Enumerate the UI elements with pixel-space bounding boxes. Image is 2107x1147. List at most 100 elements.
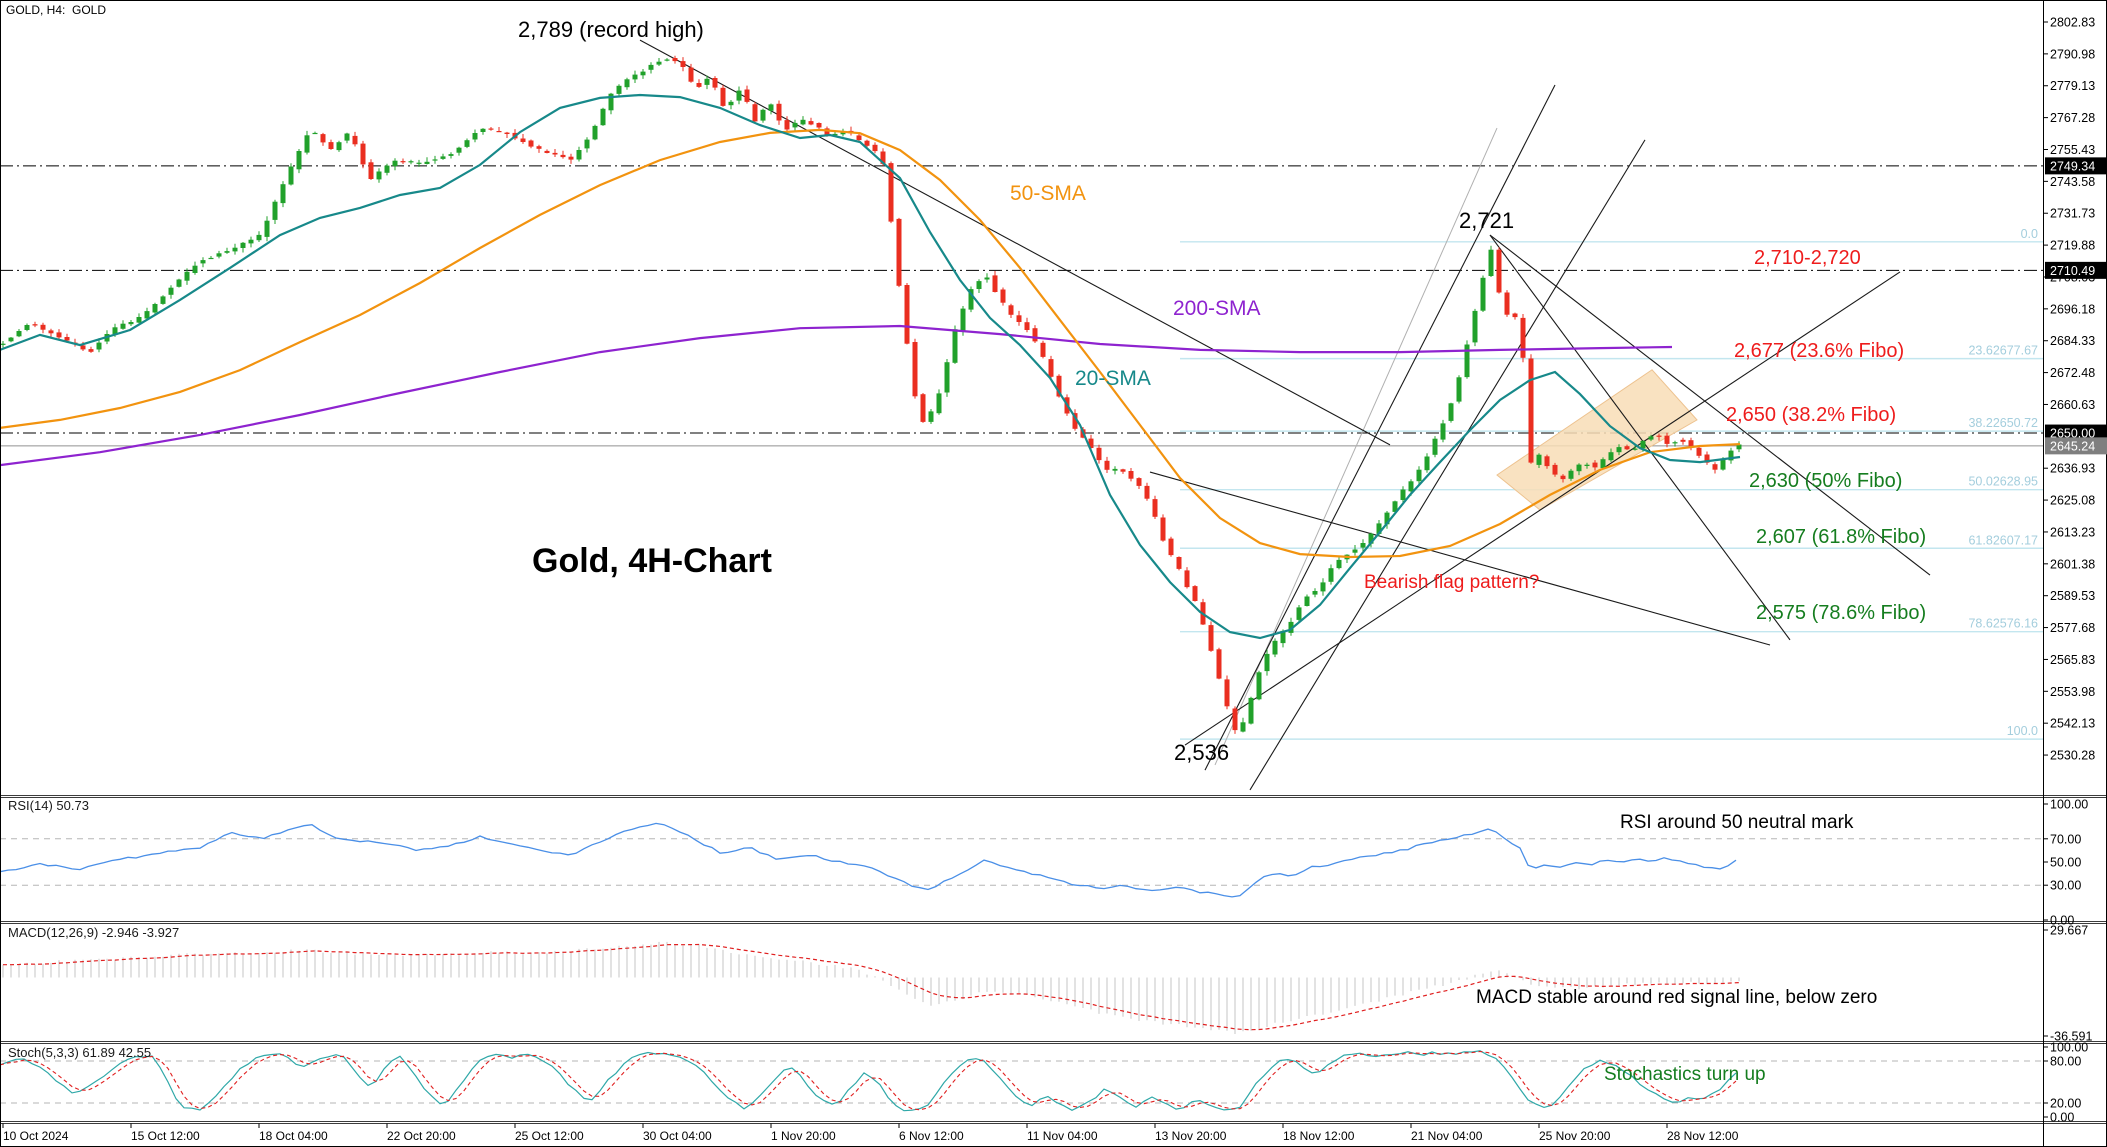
sma200-label: 200-SMA [1173,297,1261,320]
stoch-tick-label: 80.00 [2050,1055,2081,1069]
fibo-label-2607: 2,607 (61.8% Fibo) [1756,526,1927,548]
sma20-line [0,93,1741,640]
price-tag [2045,424,2107,442]
time-tick-label: 18 Nov 12:00 [1283,1129,1355,1143]
rsi-note: RSI around 50 neutral mark [1620,812,1854,833]
time-tick-label: 13 Nov 20:00 [1155,1129,1227,1143]
macd-histogram [2,941,1740,1034]
macd-panel-label: MACD(12,26,9) -2.946 -3.927 [8,925,180,940]
price-tick-label: 2767.28 [2050,111,2095,125]
stoch-tick-label: 100.00 [2050,1041,2088,1055]
sma20-label: 20-SMA [1075,367,1151,390]
trendline [1249,139,1646,791]
stoch-tick-label: 0.00 [2050,1111,2074,1125]
price-tick-label: 2589.53 [2050,589,2095,603]
price-tag [2045,157,2107,175]
price-tick-label: 2719.88 [2050,239,2095,253]
price-tick-label: 2577.68 [2050,621,2095,635]
price-tick-label: 2613.23 [2050,525,2095,539]
time-tick-label: 18 Oct 04:00 [259,1129,328,1143]
fibo-tick-label: 23.62677.67 [1968,344,2038,358]
fibo-tick-label: 61.82607.17 [1968,533,2038,547]
fibo-tick-label: 100.0 [2007,724,2038,738]
price-tag-label: 2650.00 [2050,427,2095,441]
rsi-tick-label: 0.00 [2050,914,2074,928]
symbol-label: GOLD, H4: GOLD [6,3,107,17]
trendline [1489,234,1791,641]
price-tick-label: 2601.38 [2050,557,2095,571]
price-tick-label: 2755.43 [2050,143,2095,157]
rsi-tick-label: 30.00 [2050,879,2081,893]
price-tick-label: 2565.83 [2050,653,2095,667]
time-tick-label: 11 Nov 04:00 [1027,1129,1098,1143]
price-tag [2045,437,2107,455]
price-tag-label: 2710.49 [2050,264,2095,278]
macd-tick-label: 29.667 [2050,924,2088,938]
record-high-annotation: 2,789 (record high) [518,17,704,42]
time-tick-label: 25 Nov 20:00 [1539,1129,1611,1143]
fibo-label-2630: 2,630 (50% Fibo) [1749,470,1903,492]
time-tick-label: 15 Oct 12:00 [131,1129,200,1143]
price-tick-label: 2802.83 [2050,16,2095,30]
price-tick-label: 2696.18 [2050,302,2095,316]
sma50-line [0,128,1741,559]
trendline [1204,84,1556,771]
fibo-label-2575: 2,575 (78.6% Fibo) [1756,602,1927,624]
sma200-line [0,324,1673,467]
price-tick-label: 2660.63 [2050,398,2095,412]
fibo-tick-label: 78.62576.16 [1968,617,2038,631]
trendline [1489,234,1931,576]
fibo-label-2710-2720: 2,710-2,720 [1754,247,1861,269]
candles-layer [0,55,1742,734]
macd-signal-line [3,943,1740,1031]
time-tick-label: 25 Oct 12:00 [515,1129,584,1143]
time-tick-label: 22 Oct 20:00 [387,1129,456,1143]
trendline [1149,471,1771,646]
time-tick-label: 30 Oct 04:00 [643,1129,712,1143]
price-tick-label: 2542.13 [2050,717,2095,731]
price-tick-label: 2743.58 [2050,175,2095,189]
price-tick-label: 2530.28 [2050,749,2095,763]
rsi-tick-label: 50.00 [2050,856,2081,870]
price-tick-label: 2684.33 [2050,334,2095,348]
price-tag [2045,261,2107,279]
price-tick-label: 2790.98 [2050,47,2095,61]
stoch-d-line [0,1050,1737,1111]
fibo-label-2650: 2,650 (38.2% Fibo) [1726,404,1897,426]
price-tick-label: 2625.08 [2050,494,2095,508]
sma50-label: 50-SMA [1010,182,1086,205]
time-tick-label: 21 Nov 04:00 [1411,1129,1483,1143]
stoch-panel-label: Stoch(5,3,3) 61.89 42.55 [8,1045,152,1060]
macd-tick-label: -36.591 [2050,1030,2092,1044]
time-tick-label: 10 Oct 2024 [3,1129,69,1143]
fibo-tick-label: 0.0 [2021,227,2038,241]
time-tick-label: 28 Nov 12:00 [1667,1129,1739,1143]
peak-2721-annotation: 2,721 [1459,208,1515,233]
chart-title: Gold, 4H-Chart [532,542,772,580]
price-tick-label: 2779.13 [2050,79,2095,93]
stoch-note: Stochastics turn up [1604,1064,1766,1085]
time-tick-label: 1 Nov 20:00 [771,1129,836,1143]
fibo-label-2677: 2,677 (23.6% Fibo) [1734,340,1905,362]
price-tick-label: 2731.73 [2050,207,2095,221]
price-tick-label: 2553.98 [2050,685,2095,699]
fibo-tick-label: 38.22650.72 [1968,416,2038,430]
rsi-tick-label: 70.00 [2050,832,2081,846]
rsi-tick-label: 100.00 [2050,798,2088,812]
macd-note: MACD stable around red signal line, belo… [1476,987,1878,1008]
bearish-flag-annotation: Bearish flag pattern? [1364,572,1540,593]
flag-pattern-shape [1496,369,1698,511]
price-tag-label: 2645.24 [2050,439,2095,453]
rsi-line [0,822,1737,898]
stoch-k-line [0,1050,1737,1112]
stoch-tick-label: 20.00 [2050,1097,2081,1111]
trendline [1184,271,1901,746]
price-tag-label: 2749.34 [2050,159,2095,173]
time-tick-label: 6 Nov 12:00 [899,1129,964,1143]
fibo-tick-label: 50.02628.95 [1968,475,2038,489]
price-tick-label: 2636.93 [2050,462,2095,476]
trendline [639,39,1391,446]
